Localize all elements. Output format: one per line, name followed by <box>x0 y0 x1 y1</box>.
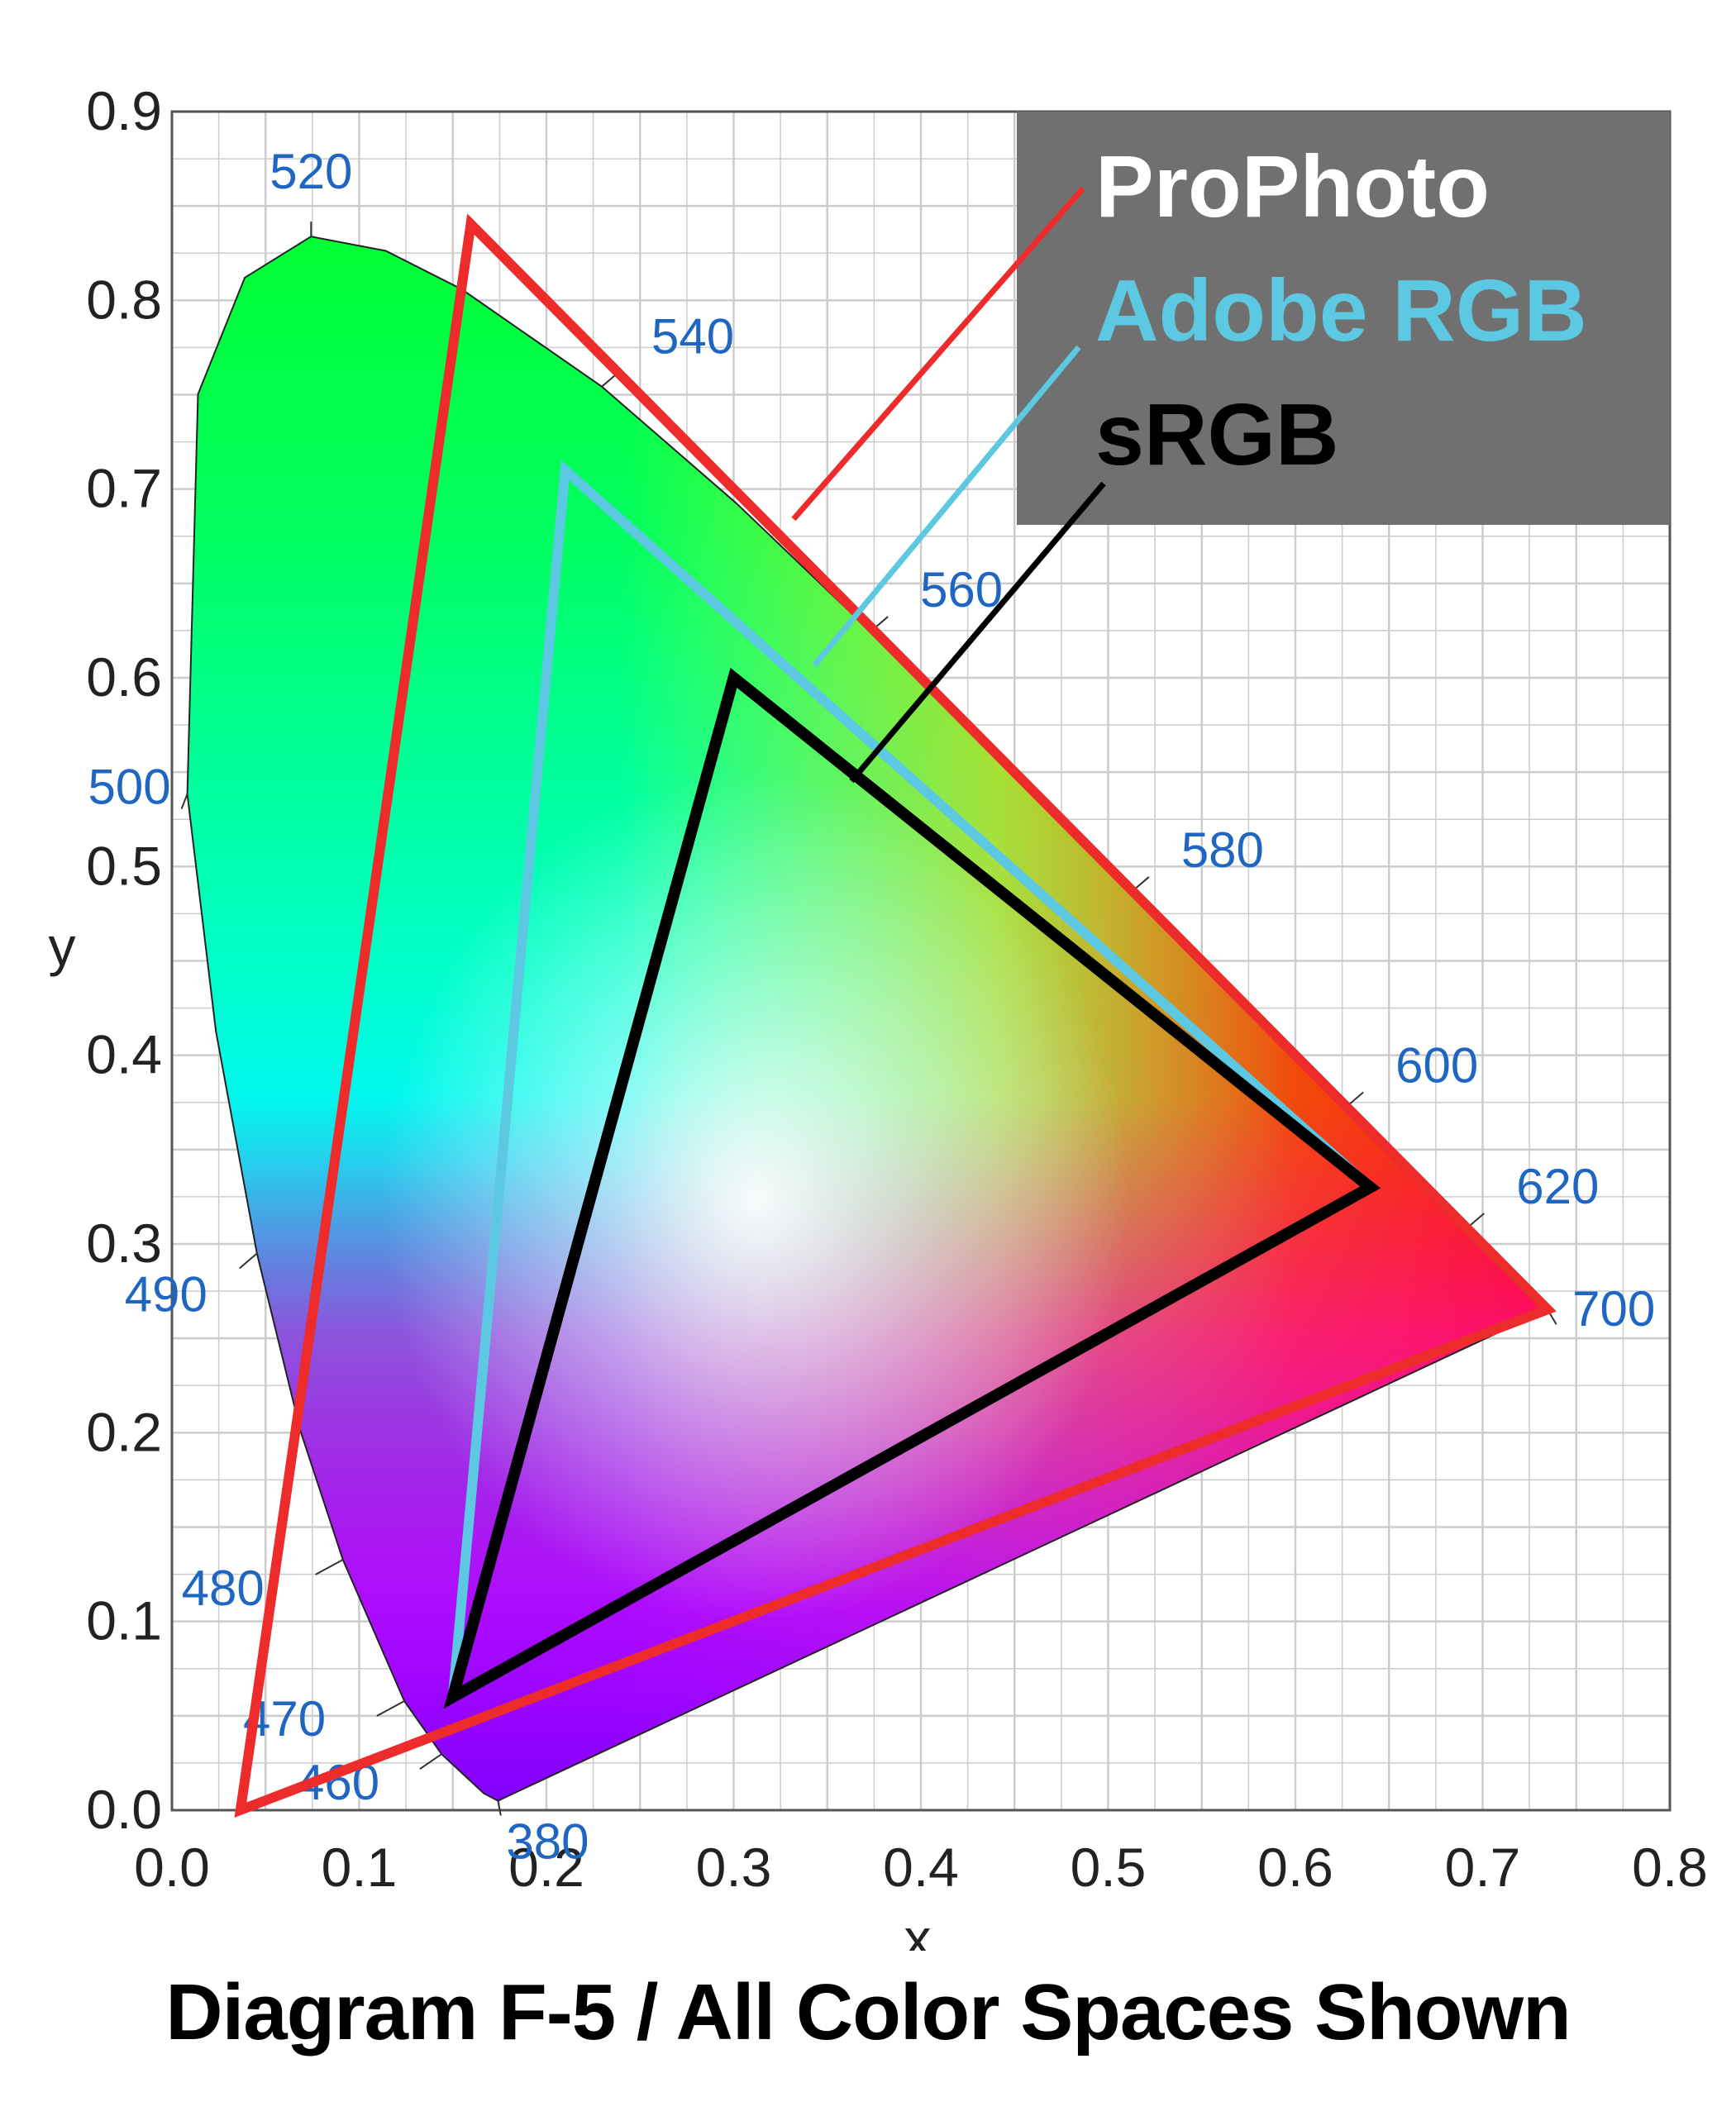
legend-box <box>1017 112 1670 525</box>
legend-leader-srgb <box>849 481 1106 784</box>
wavelength-label-480: 480 <box>182 1561 265 1616</box>
y-tick-label: 0.9 <box>86 80 162 141</box>
gamut-prophoto <box>234 213 1557 1818</box>
gamut-triangles <box>234 213 1557 1818</box>
wavelength-tick <box>180 794 188 810</box>
wavelength-label-380: 380 <box>506 1814 589 1870</box>
y-tick-label: 0.1 <box>86 1590 162 1651</box>
wavelength-label-500: 500 <box>88 760 170 815</box>
x-axis-label: x <box>904 1908 932 1951</box>
wavelength-label-560: 560 <box>920 562 1003 617</box>
wavelength-tick <box>315 1559 344 1575</box>
legend: ProPhoto Adobe RGB sRGB <box>791 138 1587 784</box>
legend-entry-prophoto: ProPhoto <box>1095 138 1490 236</box>
legend-entry-adobe-rgb: Adobe RGB <box>1095 262 1587 360</box>
wavelength-label-620: 620 <box>1516 1159 1599 1214</box>
wavelength-label-580: 580 <box>1181 822 1264 878</box>
wavelength-tick <box>419 1753 442 1770</box>
legend-leader-adobe-rgb <box>812 345 1081 668</box>
x-tick-label: 0.7 <box>1445 1837 1521 1898</box>
x-tick-label: 0.1 <box>322 1837 398 1898</box>
y-tick-label: 0.0 <box>86 1779 162 1840</box>
y-tick-label: 0.8 <box>86 269 162 330</box>
legend-leader-prophoto <box>791 186 1085 522</box>
diagram-caption: Diagram F-5 / All Color Spaces Shown <box>165 1968 1571 2056</box>
wavelength-label-490: 490 <box>125 1266 207 1322</box>
wavelength-tick <box>376 1700 405 1717</box>
plot-frame <box>170 110 1672 1812</box>
x-tick-label: 0.4 <box>883 1837 959 1898</box>
x-tick-label: 0.3 <box>696 1837 772 1898</box>
legend-entry-srgb: sRGB <box>1095 386 1339 484</box>
x-tick-label: 0.6 <box>1257 1837 1333 1898</box>
y-axis-label: y <box>49 916 76 977</box>
gamut-srgb <box>443 667 1381 1709</box>
x-tick-label: 0.5 <box>1071 1837 1147 1898</box>
y-tick-label: 0.4 <box>86 1024 162 1085</box>
wavelength-tick <box>497 1800 502 1816</box>
axis-ticks: 0.0 0.1 0.2 0.3 0.4 0.5 0.6 0.7 0.8 0.0 0.1 0.2 0.3 0… <box>86 80 1708 1898</box>
y-tick-label: 0.3 <box>86 1213 162 1274</box>
y-tick-label: 0.2 <box>86 1401 162 1462</box>
x-tick-label: 0.2 <box>508 1837 584 1898</box>
wavelength-label-540: 540 <box>651 309 734 365</box>
wavelength-label-700: 700 <box>1572 1281 1655 1337</box>
chromaticity-chart: 0.0 0.1 0.2 0.3 0.4 0.5 0.6 0.7 0.8 0.0 0.1 0.2 0.3 0… <box>49 80 1708 1951</box>
y-tick-label: 0.7 <box>86 458 162 519</box>
x-tick-label: 0.0 <box>134 1837 210 1898</box>
x-tick-label: 0.8 <box>1632 1837 1708 1898</box>
wavelength-tick <box>239 1252 258 1270</box>
wavelength-label-600: 600 <box>1395 1037 1478 1093</box>
y-tick-label: 0.5 <box>86 835 162 896</box>
y-tick-label: 0.6 <box>86 646 162 708</box>
wavelength-label-520: 520 <box>269 144 352 199</box>
